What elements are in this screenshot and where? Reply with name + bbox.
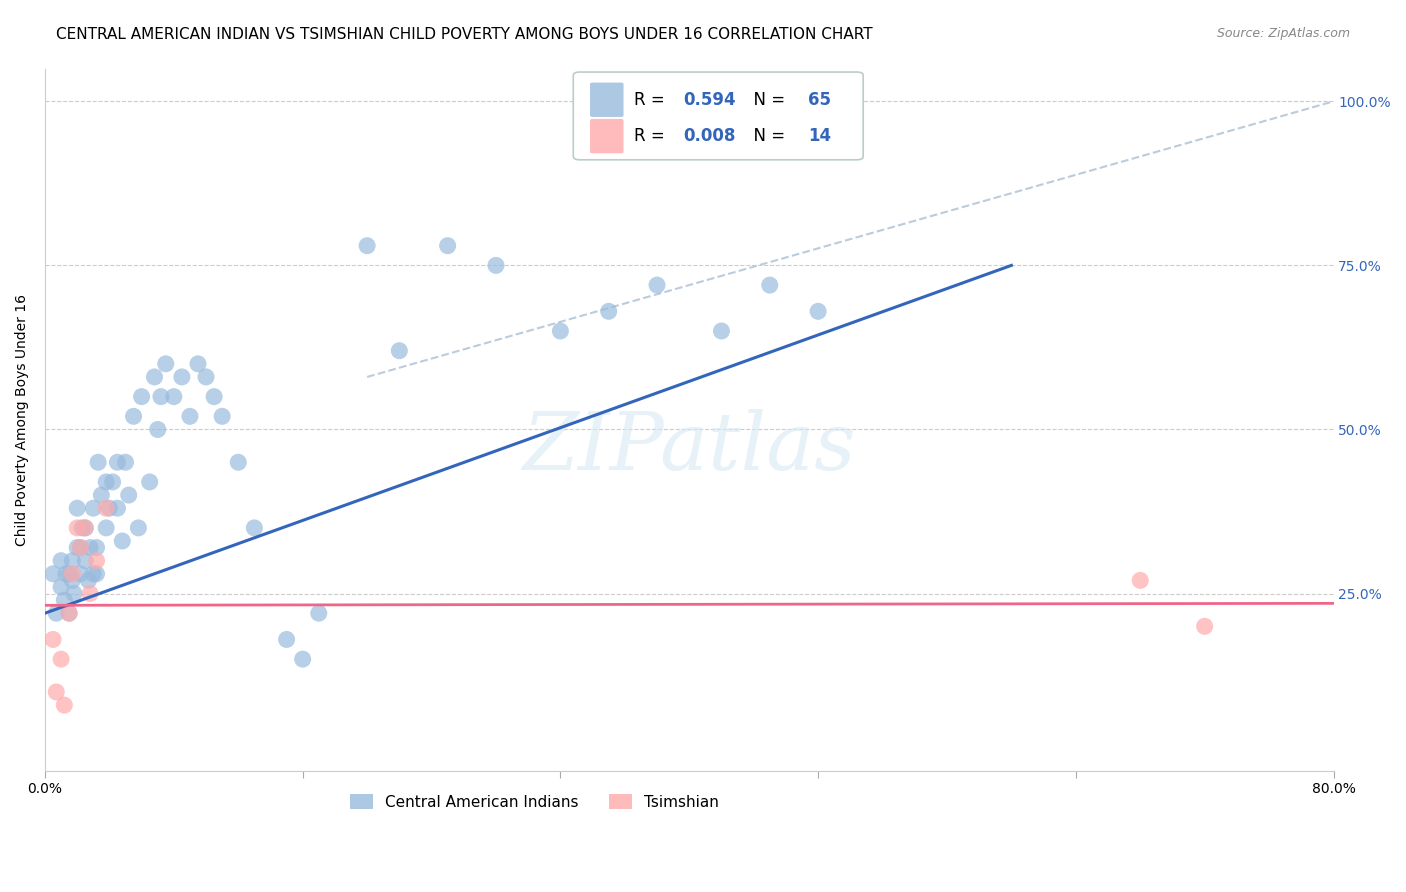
Legend: Central American Indians, Tsimshian: Central American Indians, Tsimshian (344, 788, 725, 815)
Point (69, 541, 91, 555)
Point (87, 455, 110, 469)
Text: 0.594: 0.594 (683, 91, 735, 109)
Point (243, 521, 266, 535)
Point (66, 501, 89, 516)
Text: CENTRAL AMERICAN INDIAN VS TSIMSHIAN CHILD POVERTY AMONG BOYS UNDER 16 CORRELATI: CENTRAL AMERICAN INDIAN VS TSIMSHIAN CHI… (56, 27, 873, 42)
Point (82, 566, 104, 581)
Point (69, 541, 91, 555)
Text: 65: 65 (808, 91, 831, 109)
FancyBboxPatch shape (591, 83, 623, 117)
Point (107, 501, 129, 516)
Point (98, 501, 121, 516)
Point (86, 566, 108, 581)
Point (118, 488, 141, 502)
Point (127, 521, 149, 535)
Point (388, 343, 411, 358)
Point (131, 390, 153, 404)
Point (195, 370, 218, 384)
Point (179, 409, 201, 424)
Point (114, 455, 136, 469)
Point (163, 390, 186, 404)
Point (45, 685, 67, 699)
Y-axis label: Child Poverty Among Boys Under 16: Child Poverty Among Boys Under 16 (15, 293, 30, 546)
Point (66, 541, 89, 555)
Point (107, 455, 129, 469)
Point (58, 606, 80, 620)
Point (75, 521, 97, 535)
Point (170, 370, 193, 384)
Point (155, 357, 177, 371)
Point (1129, 574, 1152, 588)
Point (1194, 619, 1216, 633)
Text: 14: 14 (808, 127, 831, 145)
Point (86, 554, 108, 568)
FancyBboxPatch shape (591, 119, 623, 153)
Point (758, 278, 780, 293)
Text: R =: R = (634, 127, 669, 145)
Point (111, 534, 134, 549)
Point (96, 501, 118, 516)
Point (90, 488, 112, 502)
Point (60, 566, 83, 581)
Point (149, 390, 172, 404)
Point (53, 593, 76, 607)
Point (60, 554, 83, 568)
Point (211, 409, 233, 424)
FancyBboxPatch shape (574, 72, 863, 160)
Text: Source: ZipAtlas.com: Source: ZipAtlas.com (1216, 27, 1350, 40)
Point (101, 475, 124, 489)
Point (122, 409, 145, 424)
Point (53, 698, 76, 712)
Point (96, 521, 118, 535)
Point (187, 357, 209, 371)
Point (45, 606, 67, 620)
Point (49, 554, 72, 568)
Point (58, 566, 80, 581)
Text: R =: R = (634, 91, 669, 109)
Point (69, 566, 91, 581)
Point (202, 390, 225, 404)
Point (75, 521, 97, 535)
Point (55, 566, 77, 581)
Point (86, 541, 108, 555)
Point (96, 475, 118, 489)
Point (308, 606, 330, 620)
Point (276, 632, 298, 647)
Point (49, 652, 72, 666)
Point (291, 652, 314, 666)
Point (550, 324, 572, 338)
Point (598, 304, 620, 318)
Point (42, 566, 65, 581)
Point (807, 304, 830, 318)
Point (436, 238, 458, 252)
Text: 0.008: 0.008 (683, 127, 735, 145)
Point (70, 521, 93, 535)
Point (79, 541, 101, 555)
Point (82, 501, 104, 516)
Point (146, 422, 169, 436)
Text: ZIPatlas: ZIPatlas (523, 409, 856, 486)
Point (645, 278, 668, 293)
Point (49, 580, 72, 594)
Point (77, 574, 100, 588)
Point (58, 606, 80, 620)
Point (485, 259, 508, 273)
Point (63, 586, 86, 600)
Point (226, 455, 249, 469)
Point (66, 521, 89, 535)
Point (710, 324, 733, 338)
Text: N =: N = (744, 127, 790, 145)
Point (79, 586, 101, 600)
Point (60, 574, 83, 588)
Point (143, 370, 166, 384)
Text: N =: N = (744, 91, 790, 109)
Point (75, 554, 97, 568)
Point (138, 475, 160, 489)
Point (42, 632, 65, 647)
Point (356, 238, 378, 252)
